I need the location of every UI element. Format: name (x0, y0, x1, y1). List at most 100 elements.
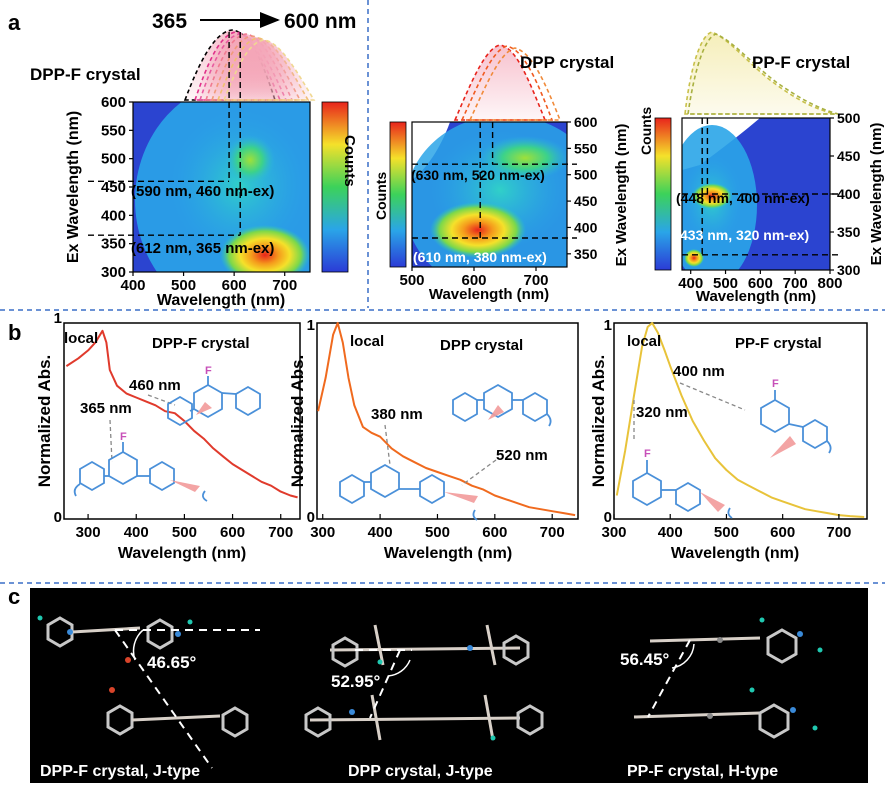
y-tick-label: 300 (837, 262, 861, 278)
annotation-band-1: 460 nm (129, 377, 181, 394)
x-tick-label: 600 (220, 524, 245, 541)
colorbar (389, 121, 407, 268)
x-tick-label: 500 (714, 524, 739, 541)
offset-line (647, 639, 691, 718)
peak-guide-lines (412, 122, 577, 239)
panel-letter-a: a (8, 10, 21, 35)
x-tick-label: 600 (770, 524, 795, 541)
y-tick-label: 450 (101, 179, 126, 196)
x-axis-label: Wavelength (nm) (429, 286, 549, 303)
packing-angle-label: 46.65° (147, 653, 197, 672)
x-tick-label: 500 (425, 524, 450, 541)
emission-spectra-stack (183, 29, 316, 101)
y-tick-label: 300 (101, 264, 126, 281)
x-tick-label: 700 (272, 277, 297, 294)
x-axis-label: Wavelength (nm) (384, 545, 512, 562)
x-tick-label: 400 (368, 524, 393, 541)
annotation-band-2: 365 nm (80, 400, 132, 417)
y-tick-label: 500 (837, 110, 861, 126)
x-axis-label: Wavelength (nm) (696, 288, 816, 305)
x-axis-ticks: 300 400 500 600 700 (310, 514, 565, 541)
x-tick-label: 500 (172, 524, 197, 541)
crystal-packing-background (30, 588, 868, 783)
heatmap-pp-f: PP-F crystal 400 500 600 700 800 300 350 400 45… (638, 31, 885, 305)
plot-frame (316, 322, 579, 520)
absorption-chart-pp-f: 1 0 300 400 500 600 700 Wavelength (nm) Norm… (589, 317, 868, 562)
x-tick-label: 600 (461, 272, 486, 289)
heatmap-dpp: DPP crystal 500 600 700 350 400 450 500 550 600… (373, 44, 630, 303)
annotation-band-2: 520 nm (496, 447, 548, 464)
molecule-structure (339, 383, 552, 521)
absorption-curve (615, 322, 865, 518)
sweep-start-label: 365 (152, 10, 187, 33)
fluorine-label: F (205, 365, 212, 377)
x-tick-label: 600 (482, 524, 507, 541)
plot-frame (63, 322, 301, 520)
packing-angle-label: 52.95° (331, 672, 381, 691)
series-line (65, 329, 298, 499)
y-axis-label: Normalized Abs. (35, 355, 54, 488)
absorption-curve (65, 329, 298, 499)
y-tick-label: 400 (101, 207, 126, 224)
panel-letter-c: c (8, 584, 20, 609)
y-tick-label-0: 0 (54, 509, 62, 526)
y-axis-label: Normalized Abs. (288, 355, 307, 488)
x-tick-label: 500 (171, 277, 196, 294)
x-tick-label: 300 (76, 524, 101, 541)
y-axis-label: Ex Wavelength (nm) (613, 124, 630, 267)
series-line (317, 322, 576, 517)
panel-letter-b: b (8, 320, 21, 345)
x-axis-label: Wavelength (nm) (157, 292, 285, 309)
x-tick-label: 400 (678, 275, 703, 292)
y-tick-label-0: 0 (307, 509, 315, 526)
crystal-structure-pp-f (633, 628, 798, 739)
x-axis-ticks: 300 400 500 600 700 (76, 514, 293, 541)
y-axis-ticks: 300 350 400 450 500 550 600 (101, 94, 133, 281)
annotation-peak-1: (448 nm, 400 nm-ex) (676, 190, 810, 206)
x-tick-label: 300 (310, 524, 335, 541)
emission-spectra-stack (453, 44, 562, 121)
y-tick-label-1: 1 (54, 310, 62, 327)
annotation-local: local (627, 333, 661, 350)
x-axis-label: Wavelength (nm) (118, 545, 246, 562)
chart-title: DPP-F crystal (152, 335, 250, 352)
x-axis-ticks: 500 600 700 (399, 267, 549, 289)
x-tick-label: 600 (222, 277, 247, 294)
y-tick-label: 350 (837, 224, 861, 240)
y-tick-label: 500 (574, 167, 598, 183)
packing-angle-label: 56.45° (620, 650, 670, 669)
absorption-chart-dpp-f: 1 0 300 400 500 600 700 Wavelength (nm) Norm… (35, 310, 301, 562)
colorbar (321, 101, 349, 273)
y-tick-label-1: 1 (307, 317, 315, 334)
y-axis-label: Ex Wavelength (nm) (65, 111, 82, 263)
absorption-chart-dpp: 1 0 300 400 500 600 700 Wavelength (nm) Norm… (288, 317, 579, 562)
x-tick-label: 500 (713, 275, 738, 292)
colorbar-label: Counts (341, 135, 358, 187)
x-tick-label: 600 (748, 275, 773, 292)
x-axis-ticks: 400 500 600 700 (120, 272, 297, 294)
y-axis-label: Ex Wavelength (nm) (868, 123, 885, 266)
chart-title: DPP crystal (520, 53, 614, 72)
y-tick-label-0: 0 (604, 509, 612, 526)
y-tick-label-1: 1 (604, 317, 612, 334)
x-axis-label: Wavelength (nm) (671, 545, 799, 562)
annotation-peak-2: (612 nm, 365 nm-ex) (131, 240, 274, 257)
y-tick-label: 350 (101, 236, 126, 253)
annotation-local: local (64, 330, 98, 347)
crystal-caption-pp-f: PP-F crystal, H-type (627, 763, 778, 780)
annotation-band-1: 400 nm (673, 363, 725, 380)
peak-guide-lines (88, 32, 241, 236)
x-tick-label: 700 (783, 275, 808, 292)
heatmap-peak (684, 249, 704, 267)
y-tick-label: 400 (574, 219, 598, 235)
colorbar-label: Counts (373, 172, 389, 220)
crystal-packing-panel: 46.65° 52.95° (30, 588, 868, 783)
y-tick-label: 450 (574, 193, 598, 209)
chart-title: DPP-F crystal (30, 65, 141, 84)
annotation-peak-2: 433 nm, 320 nm-ex) (680, 227, 809, 243)
crystal-caption-dpp: DPP crystal, J-type (348, 763, 493, 780)
fluorine-label: F (772, 378, 779, 390)
absorption-curve (317, 322, 576, 517)
